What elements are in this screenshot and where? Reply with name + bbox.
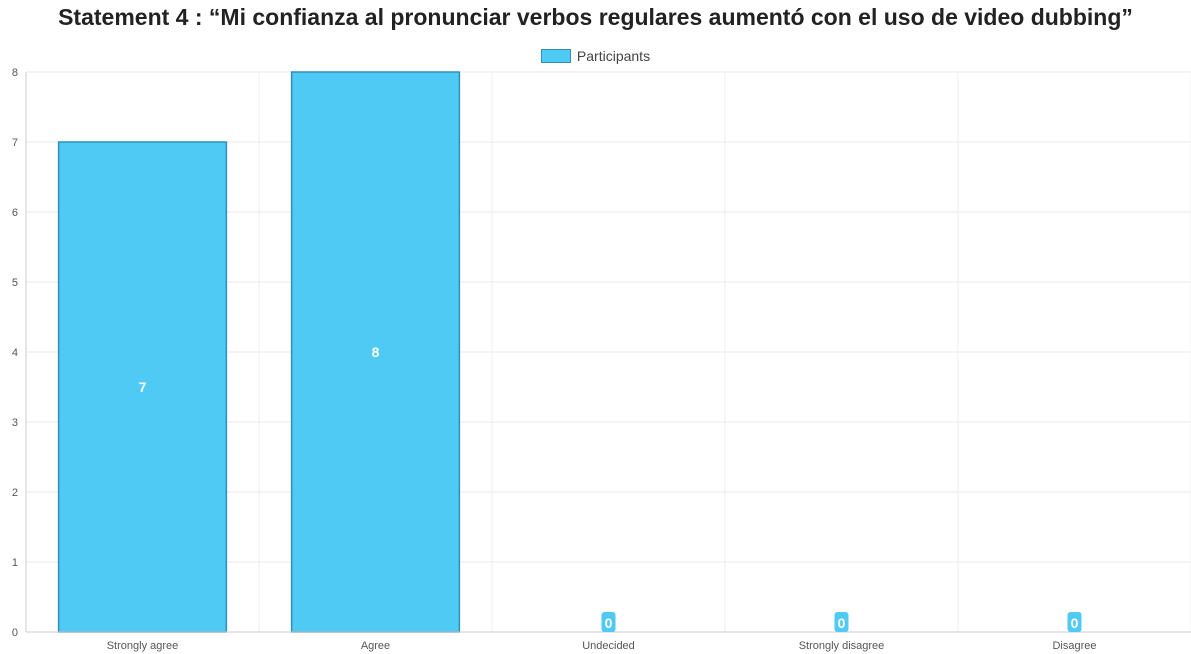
x-tick-label-agree: Agree xyxy=(361,640,390,652)
data-label-bg-3 xyxy=(834,612,849,632)
y-tick-label-7: 7 xyxy=(12,137,18,149)
x-tick-label-strongly-agree: Strongly agree xyxy=(107,640,179,652)
axes: 0 1 2 3 4 5 6 7 8 Strongly agree Agree Undecided Str… xyxy=(12,67,1191,652)
y-tick-label-4: 4 xyxy=(12,347,18,359)
data-label-undecided: 0 xyxy=(605,615,613,631)
chart-title: Statement 4 : “Mi confianza al pronuncia… xyxy=(58,4,1133,30)
bar-strongly-agree[interactable] xyxy=(57,141,228,633)
y-tick-label-0: 0 xyxy=(12,627,18,639)
bar-agree[interactable] xyxy=(290,71,461,633)
data-label-agree: 8 xyxy=(372,344,380,360)
data-label-bg-4 xyxy=(1067,612,1082,632)
bars xyxy=(57,71,461,633)
data-label-strongly-disagree: 0 xyxy=(838,615,846,631)
x-tick-label-disagree: Disagree xyxy=(1052,640,1096,652)
y-tick-label-1: 1 xyxy=(12,557,18,569)
x-tick-label-undecided: Undecided xyxy=(582,640,635,652)
data-label-bg-2 xyxy=(601,612,616,632)
y-tick-label-5: 5 xyxy=(12,277,18,289)
data-labels: 7 8 0 0 0 xyxy=(139,344,1082,632)
y-tick-label-6: 6 xyxy=(12,207,18,219)
y-tick-label-3: 3 xyxy=(12,417,18,429)
y-tick-label-2: 2 xyxy=(12,487,18,499)
data-label-disagree: 0 xyxy=(1071,615,1079,631)
x-tick-label-strongly-disagree: Strongly disagree xyxy=(799,640,885,652)
data-label-strongly-agree: 7 xyxy=(139,379,147,395)
legend-label-participants: Participants xyxy=(576,48,651,64)
y-tick-label-8: 8 xyxy=(12,67,18,79)
legend-swatch-participants xyxy=(540,49,571,63)
legend[interactable]: Participants xyxy=(0,48,1191,64)
